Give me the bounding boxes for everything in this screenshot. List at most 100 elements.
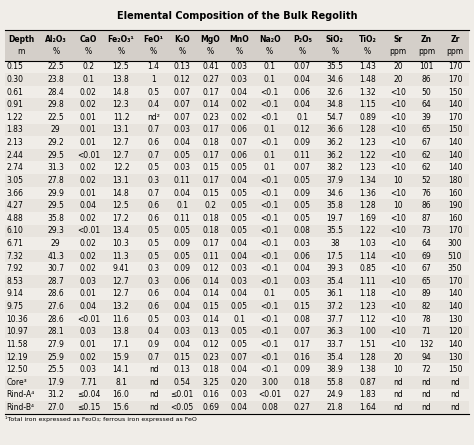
Text: 17.5: 17.5 [327, 251, 343, 261]
Text: 0.17: 0.17 [202, 239, 219, 248]
Text: 12.5: 12.5 [113, 62, 129, 71]
Text: Elemental Composition of the Bulk Regolith: Elemental Composition of the Bulk Regoli… [117, 11, 357, 21]
Text: <0.1: <0.1 [261, 365, 279, 374]
Text: 0.87: 0.87 [359, 378, 376, 387]
Text: 12.7: 12.7 [113, 277, 129, 286]
Text: 1.18: 1.18 [359, 289, 376, 299]
Text: nd: nd [450, 378, 460, 387]
Text: 0.1: 0.1 [233, 315, 245, 324]
Text: 67: 67 [422, 138, 431, 147]
Text: %: % [150, 47, 157, 56]
Text: 170: 170 [448, 277, 462, 286]
Text: 1.23: 1.23 [359, 138, 376, 147]
Text: 0.04: 0.04 [80, 302, 97, 311]
Text: 0.04: 0.04 [80, 201, 97, 210]
Text: 13.2: 13.2 [113, 302, 129, 311]
Text: Rind-B⁴: Rind-B⁴ [6, 403, 34, 412]
Text: 69: 69 [422, 251, 431, 261]
Text: <0.1: <0.1 [261, 88, 279, 97]
Text: 28.4: 28.4 [47, 88, 64, 97]
Text: 0.07: 0.07 [294, 163, 311, 172]
Text: 0.15: 0.15 [202, 189, 219, 198]
Text: 4.88: 4.88 [6, 214, 23, 223]
Text: 50: 50 [422, 88, 431, 97]
Text: 132: 132 [419, 340, 434, 349]
Text: 0.12: 0.12 [294, 125, 310, 134]
Text: 0.03: 0.03 [173, 125, 191, 134]
Text: 0.12: 0.12 [174, 75, 191, 84]
Text: 73: 73 [422, 227, 431, 235]
Text: 6.71: 6.71 [6, 239, 23, 248]
Text: 2.74: 2.74 [6, 163, 23, 172]
Text: 25.5: 25.5 [47, 365, 64, 374]
Text: 0.04: 0.04 [173, 289, 191, 299]
Text: 0.03: 0.03 [173, 315, 191, 324]
Text: 190: 190 [448, 201, 462, 210]
Text: 12.19: 12.19 [6, 352, 27, 362]
Text: 0.17: 0.17 [202, 125, 219, 134]
Text: 1.12: 1.12 [359, 315, 376, 324]
Text: 1.23: 1.23 [359, 302, 376, 311]
Text: 0.05: 0.05 [230, 163, 247, 172]
Text: 0.6: 0.6 [147, 201, 160, 210]
Text: 36.6: 36.6 [327, 125, 343, 134]
Text: 20: 20 [393, 62, 403, 71]
Text: %: % [179, 47, 186, 56]
Text: Depth: Depth [8, 35, 34, 44]
Text: 0.04: 0.04 [294, 264, 311, 273]
Text: 86: 86 [422, 201, 431, 210]
Text: 0.1: 0.1 [264, 62, 275, 71]
Text: <10: <10 [390, 264, 406, 273]
Text: 37.9: 37.9 [327, 176, 343, 185]
Text: nd: nd [149, 390, 158, 400]
Text: 0.04: 0.04 [230, 176, 247, 185]
Text: 0.02: 0.02 [80, 239, 97, 248]
Text: ≤0.15: ≤0.15 [77, 403, 100, 412]
Text: 35.4: 35.4 [327, 277, 343, 286]
Text: 8.1: 8.1 [115, 378, 127, 387]
Bar [5, 325, 469, 338]
Bar [5, 225, 469, 237]
Text: 12.5: 12.5 [113, 201, 129, 210]
Text: 14.8: 14.8 [113, 88, 129, 97]
Text: <10: <10 [390, 227, 406, 235]
Text: 0.17: 0.17 [202, 151, 219, 160]
Text: CaO: CaO [80, 35, 97, 44]
Text: 150: 150 [448, 88, 462, 97]
Text: <10: <10 [390, 340, 406, 349]
Text: 1.43: 1.43 [359, 62, 376, 71]
Bar [5, 275, 469, 287]
Text: 0.1: 0.1 [264, 125, 275, 134]
Bar [5, 30, 469, 61]
Text: <10: <10 [390, 138, 406, 147]
Text: 12.7: 12.7 [113, 138, 129, 147]
Text: 0.54: 0.54 [173, 378, 191, 387]
Text: 29.3: 29.3 [47, 227, 64, 235]
Text: 41.3: 41.3 [47, 251, 64, 261]
Text: 0.23: 0.23 [202, 352, 219, 362]
Text: 1.48: 1.48 [359, 75, 376, 84]
Text: 0.05: 0.05 [230, 302, 247, 311]
Text: 130: 130 [448, 352, 462, 362]
Text: 54.7: 54.7 [327, 113, 343, 122]
Text: 0.04: 0.04 [173, 340, 191, 349]
Text: %: % [364, 47, 371, 56]
Text: 55.8: 55.8 [327, 378, 343, 387]
Text: 37.2: 37.2 [327, 302, 343, 311]
Text: 31.2: 31.2 [47, 390, 64, 400]
Text: 1.22: 1.22 [6, 113, 23, 122]
Text: 0.05: 0.05 [294, 201, 311, 210]
Text: 3.25: 3.25 [202, 378, 219, 387]
Text: 2.44: 2.44 [6, 151, 23, 160]
Text: 20: 20 [393, 352, 403, 362]
Text: 0.07: 0.07 [230, 138, 247, 147]
Text: 1.14: 1.14 [359, 251, 376, 261]
Text: 62: 62 [422, 151, 431, 160]
Text: 87: 87 [422, 214, 431, 223]
Text: %: % [52, 47, 59, 56]
Text: 0.3: 0.3 [147, 264, 160, 273]
Text: 0.09: 0.09 [294, 138, 311, 147]
Text: 0.05: 0.05 [294, 176, 311, 185]
Text: 130: 130 [448, 315, 462, 324]
Text: 67: 67 [422, 264, 431, 273]
